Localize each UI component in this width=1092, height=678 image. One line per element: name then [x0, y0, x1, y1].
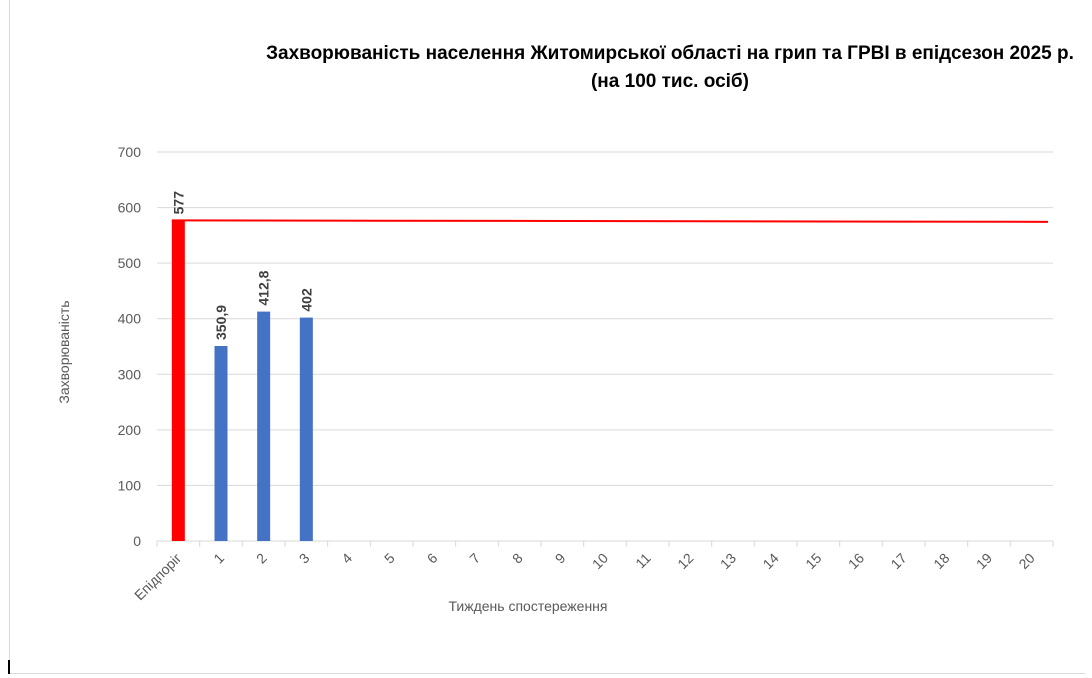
x-tick-label: 12: [674, 550, 696, 572]
data-label: 412,8: [256, 270, 272, 305]
x-tick-label: 15: [802, 550, 824, 572]
x-tick-label: 2: [253, 550, 270, 567]
x-tick-label: 18: [930, 550, 952, 572]
x-tick-label: 16: [845, 550, 867, 572]
bar-week-3: [299, 317, 313, 541]
x-tick-label: 11: [632, 550, 654, 572]
data-labels: 577 350,9 412,8 402: [170, 191, 314, 340]
x-tick-label: 7: [466, 550, 483, 567]
x-tick-label: 3: [296, 550, 313, 567]
data-label: 577: [170, 191, 186, 215]
x-tick-label: 5: [381, 550, 398, 567]
x-tick-label: Епідпоріг: [131, 550, 184, 603]
chart-frame: [9, 0, 1085, 674]
threshold-line-group: [171, 219, 1049, 223]
bars: [171, 220, 313, 542]
threshold-bar: [171, 220, 185, 542]
gridlines: [156, 151, 1054, 547]
bar-week-2: [257, 311, 271, 541]
threshold-line: [171, 219, 1049, 223]
data-label: 402: [298, 288, 314, 312]
chart-title: Захворюваність населення Житомирської об…: [266, 43, 1074, 64]
y-tick-label: 500: [118, 255, 142, 271]
y-tick-labels: 0 100 200 300 400 500 600 700: [118, 144, 142, 549]
data-label: 350,9: [213, 305, 229, 340]
x-tick-label: 10: [589, 550, 611, 572]
x-tick-label: 8: [509, 550, 526, 567]
y-tick-label: 300: [118, 366, 142, 382]
bar-week-1: [214, 345, 228, 541]
chart-subtitle: (на 100 тис. осіб): [590, 71, 749, 92]
y-axis-label: Захворюваність: [56, 300, 72, 403]
y-tick-label: 700: [118, 144, 142, 160]
x-axis-label: Тиждень спостереження: [448, 598, 607, 614]
x-tick-label: 13: [717, 550, 739, 572]
x-tick-labels: Епідпоріг 1 2 3 4 5 6 7 8 9 10 11 12 13 14 15 16 17 18 19 20: [131, 550, 1038, 604]
x-tick-label: 1: [210, 550, 227, 567]
x-tick-label: 20: [1015, 550, 1037, 572]
x-tick-label: 4: [338, 550, 355, 567]
y-tick-label: 100: [118, 477, 142, 493]
x-tick-label: 14: [759, 550, 781, 572]
x-tick-label: 19: [973, 550, 995, 572]
y-tick-label: 400: [118, 311, 142, 327]
x-tick-label: 9: [552, 550, 569, 567]
x-tick-label: 17: [887, 550, 909, 572]
y-tick-label: 0: [133, 533, 141, 549]
x-tick-label: 6: [424, 550, 441, 567]
frame-edge-mark: [8, 660, 10, 674]
y-tick-label: 200: [118, 422, 142, 438]
y-tick-label: 600: [118, 200, 142, 216]
